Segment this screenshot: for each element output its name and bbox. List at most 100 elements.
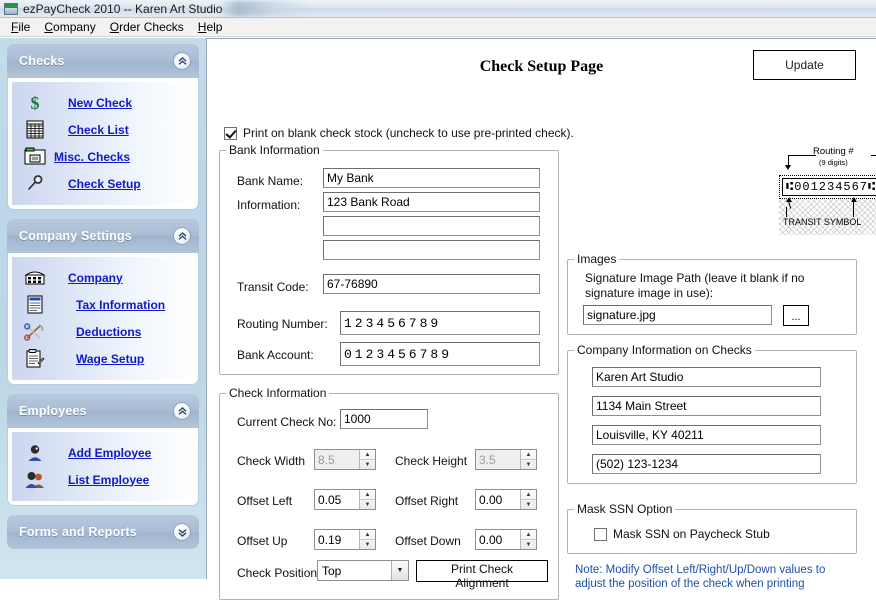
sidebar-item-label-misc-checks: Misc. Checks (54, 149, 131, 164)
print-on-blank-check-checkbox[interactable] (224, 126, 237, 140)
folder-icon (22, 146, 48, 168)
menu-company-mnemonic: C (44, 20, 54, 34)
micr-arrow-down-icon (785, 165, 791, 170)
offset-down-label: Offset Down (395, 534, 461, 548)
micr-line-diagram: Routing # (9 digits) Account # Check # ⑆… (779, 146, 876, 237)
current-check-no-label: Current Check No: (237, 415, 337, 429)
micr-callout-line (786, 207, 787, 217)
micr-bracket-line (871, 155, 876, 156)
mask-ssn-legend: Mask SSN Option (577, 502, 673, 516)
company-line4-input[interactable] (592, 454, 821, 474)
update-button[interactable]: Update (753, 50, 856, 80)
information-line3-input[interactable] (323, 240, 540, 260)
mask-ssn-checkbox[interactable] (594, 527, 607, 541)
sidebar-panel-header-employees[interactable]: Employees (7, 394, 199, 428)
offset-left-stepper[interactable]: ▲▼ (314, 489, 376, 510)
offset-up-spin-buttons[interactable]: ▲ ▼ (359, 530, 375, 549)
transit-code-label: Transit Code: (237, 280, 309, 294)
offset-down-stepper[interactable]: ▲▼ (475, 529, 537, 550)
menu-bar: File Company Order Checks Help (0, 18, 876, 37)
chevron-up-icon[interactable] (173, 402, 191, 420)
micr-transit-symbol-label: TRANSIT SYMBOL (783, 217, 862, 227)
check-width-stepper: ▲▼ (314, 449, 376, 470)
spin-down-icon[interactable]: ▼ (364, 501, 371, 508)
company-line3-input[interactable] (592, 425, 821, 445)
offset-right-input[interactable] (476, 490, 520, 509)
spin-up-icon[interactable]: ▲ (360, 490, 375, 500)
sidebar-panel-header-company-settings[interactable]: Company Settings (7, 219, 199, 253)
offset-left-input[interactable] (315, 490, 359, 509)
spin-up-icon[interactable]: ▲ (521, 490, 536, 500)
offset-note-line1: Note: Modify Offset Left/Right/Up/Down v… (575, 564, 826, 576)
sidebar-item-list-employee[interactable]: List Employee (14, 466, 192, 493)
spin-down-icon[interactable]: ▼ (525, 501, 532, 508)
current-check-no-input[interactable] (340, 409, 428, 429)
sidebar-item-check-setup[interactable]: Check Setup (14, 170, 192, 197)
signature-path-input[interactable] (583, 305, 772, 325)
building-icon (22, 267, 48, 289)
check-height-stepper: ▲▼ (475, 449, 537, 470)
transit-code-input[interactable] (323, 274, 540, 294)
print-on-blank-check-row[interactable]: Print on blank check stock (uncheck to u… (224, 126, 574, 140)
chevron-down-icon[interactable]: ▼ (391, 561, 408, 580)
titlebar-blurred-region (220, 1, 310, 16)
sidebar-panel-header-forms-and-reports[interactable]: Forms and Reports (7, 515, 199, 549)
check-position-select[interactable]: Top ▼ (317, 560, 409, 581)
sidebar-item-new-check[interactable]: $ New Check (14, 89, 192, 116)
sidebar-item-check-list[interactable]: Check List (14, 116, 192, 143)
spin-down-icon[interactable]: ▼ (364, 541, 371, 548)
mask-ssn-row[interactable]: Mask SSN on Paycheck Stub (594, 527, 770, 541)
sidebar-panel-title-company-settings: Company Settings (19, 229, 132, 243)
sidebar-item-company[interactable]: Company (14, 264, 192, 291)
offset-left-spin-buttons[interactable]: ▲ ▼ (359, 490, 375, 509)
spin-up-icon[interactable]: ▲ (360, 530, 375, 540)
offset-right-spin-buttons[interactable]: ▲ ▼ (520, 490, 536, 509)
menu-file[interactable]: File (6, 19, 39, 35)
sidebar-panel-body-checks: $ New Check Check List Mi (7, 78, 199, 210)
spin-up-icon[interactable]: ▲ (521, 530, 536, 540)
offset-right-stepper[interactable]: ▲▼ (475, 489, 537, 510)
person-icon (22, 442, 48, 464)
information-line2-input[interactable] (323, 216, 540, 236)
sidebar-item-deductions[interactable]: Deductions (14, 318, 192, 345)
sidebar-item-add-employee[interactable]: Add Employee (14, 439, 192, 466)
company-information-group: Company Information on Checks (567, 343, 857, 484)
spin-down-icon[interactable]: ▼ (525, 541, 532, 548)
menu-company[interactable]: Company (39, 19, 104, 35)
list-icon (22, 119, 48, 141)
window-title: ezPayCheck 2010 -- Karen Art Studio (23, 1, 223, 16)
sidebar-item-tax-information[interactable]: Tax Information (14, 291, 192, 318)
menu-order-checks[interactable]: Order Checks (105, 19, 193, 35)
sidebar-item-label-add-employee: Add Employee (68, 445, 152, 460)
sidebar-item-misc-checks[interactable]: Misc. Checks (14, 143, 192, 170)
spin-down-icon: ▼ (525, 461, 532, 468)
browse-signature-button[interactable]: ... (783, 305, 809, 326)
sidebar-panel-header-checks[interactable]: Checks (7, 44, 199, 78)
check-position-label: Check Position (237, 566, 318, 580)
offset-down-spin-buttons[interactable]: ▲ ▼ (520, 530, 536, 549)
menu-help[interactable]: Help (193, 19, 232, 35)
chevron-up-icon[interactable] (173, 52, 191, 70)
sidebar-panel-title-forms-and-reports: Forms and Reports (19, 525, 137, 539)
sidebar-item-wage-setup[interactable]: Wage Setup (14, 345, 192, 372)
bank-account-input[interactable] (340, 342, 540, 366)
clipboard-icon (22, 348, 48, 370)
spin-up-icon: ▲ (521, 450, 536, 460)
menu-file-label: ile (18, 20, 31, 34)
spin-down-icon: ▼ (364, 461, 371, 468)
chevron-up-glyph (178, 406, 186, 415)
information-line1-input[interactable] (323, 192, 540, 212)
bank-name-input[interactable] (323, 168, 540, 188)
chevron-down-icon[interactable] (173, 523, 191, 541)
company-line1-input[interactable] (592, 367, 821, 387)
company-line2-input[interactable] (592, 396, 821, 416)
offset-up-input[interactable] (315, 530, 359, 549)
offset-up-stepper[interactable]: ▲▼ (314, 529, 376, 550)
sidebar-item-label-company: Company (68, 270, 123, 285)
svg-text:$: $ (31, 93, 40, 112)
offset-down-input[interactable] (476, 530, 520, 549)
routing-number-input[interactable] (340, 311, 540, 335)
chevron-up-glyph (178, 231, 186, 240)
chevron-up-icon[interactable] (173, 227, 191, 245)
micr-arrow-up-icon (786, 197, 792, 202)
